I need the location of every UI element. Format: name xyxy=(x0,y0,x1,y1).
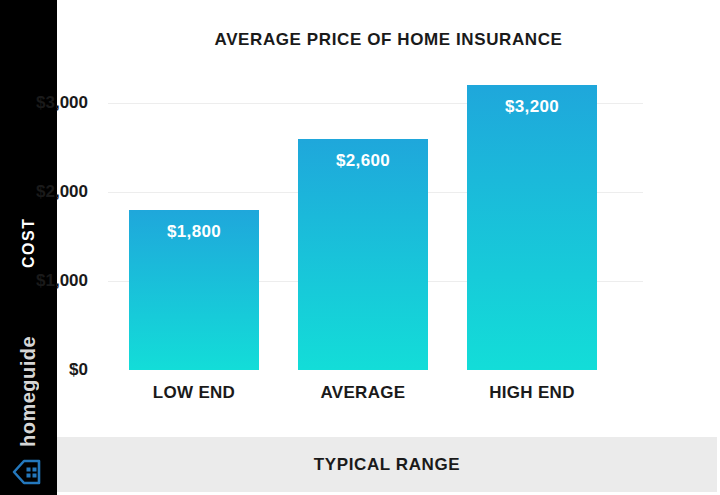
house-icon xyxy=(10,455,44,489)
bar-value-label: $3,200 xyxy=(467,85,597,117)
plot-area: $0 $1,000 $2,000 $3,000 $1,800 LOW END $2,600 A… xyxy=(0,0,663,437)
footer-label: TYPICAL RANGE xyxy=(314,455,460,475)
y-axis-tick-label: $1,000 xyxy=(0,271,88,291)
infographic-canvas: COST homeguide AVERAGE PRICE OF HOME INS… xyxy=(0,0,720,495)
x-axis-category-label: AVERAGE xyxy=(278,382,448,404)
bar-low-end: $1,800 xyxy=(129,210,259,370)
y-axis-tick-label: $0 xyxy=(0,360,88,380)
y-axis-tick-label: $2,000 xyxy=(0,182,88,202)
x-axis-category-label: LOW END xyxy=(109,382,279,404)
bar-high-end: $3,200 xyxy=(467,85,597,370)
x-axis-category-label: HIGH END xyxy=(447,382,617,404)
y-axis-tick-label: $3,000 xyxy=(0,93,88,113)
bar-value-label: $2,600 xyxy=(298,139,428,171)
bar-average: $2,600 xyxy=(298,139,428,370)
footer-band: TYPICAL RANGE xyxy=(57,437,717,492)
bar-value-label: $1,800 xyxy=(129,210,259,242)
